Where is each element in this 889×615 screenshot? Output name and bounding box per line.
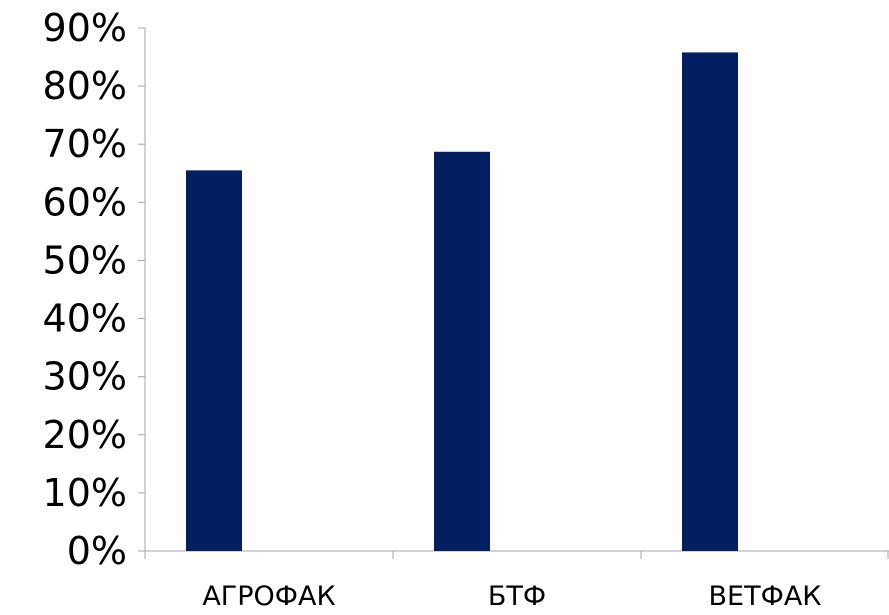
x-tick-label: ВЕТФАК (709, 581, 822, 612)
bar (434, 152, 490, 551)
y-tick-label: 70% (43, 122, 127, 166)
y-tick-label: 40% (43, 297, 127, 341)
y-tick-label: 0% (67, 529, 127, 573)
bar (682, 52, 738, 551)
y-tick-label: 80% (43, 64, 127, 108)
y-tick-label: 10% (43, 471, 127, 515)
y-tick-label: 60% (43, 180, 127, 224)
x-tick-label: АГРОФАК (202, 581, 335, 612)
x-tick-label: БТФ (488, 581, 546, 612)
bar (186, 170, 242, 551)
bars (186, 52, 738, 551)
y-tick-label: 30% (43, 355, 127, 399)
y-axis: 0% 10% 20% 30% 40% 50% 60% 70% 80% 90% (43, 6, 145, 573)
y-tick-label: 90% (43, 6, 127, 50)
y-tick-label: 50% (43, 238, 127, 282)
x-axis: АГРОФАК БТФ ВЕТФАК (145, 551, 889, 612)
y-tick-label: 20% (43, 413, 127, 457)
